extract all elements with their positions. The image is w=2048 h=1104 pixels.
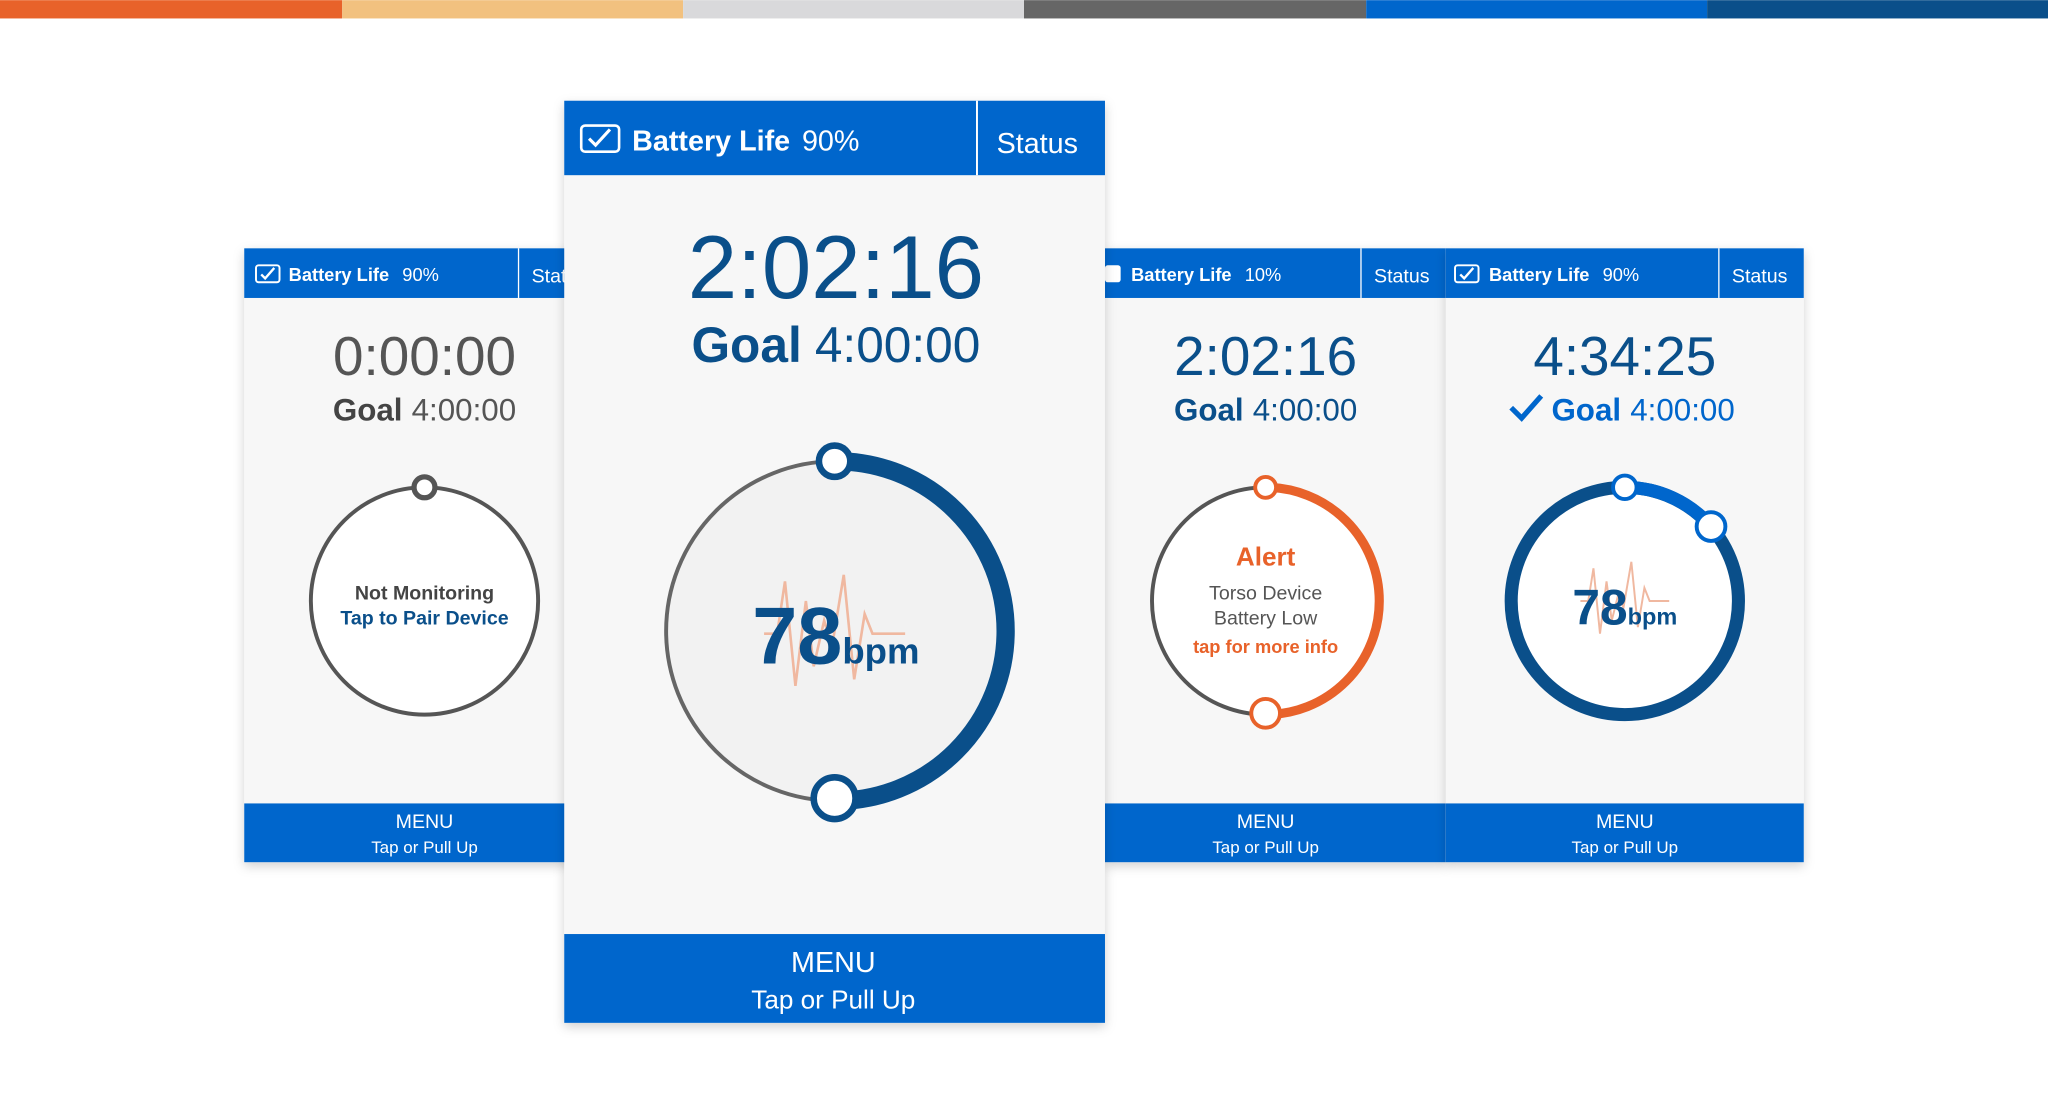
battery-value: 90% xyxy=(402,264,439,285)
goal-label: Goal xyxy=(691,317,801,373)
bpm-unit: bpm xyxy=(1628,603,1678,629)
waveform xyxy=(1580,561,1670,634)
goal-label: Goal xyxy=(1551,393,1621,428)
status-button[interactable]: Status xyxy=(1374,265,1430,287)
menu: MENU xyxy=(1596,811,1654,833)
menu-bar[interactable] xyxy=(244,803,584,863)
goal: Goal 4:00:00 xyxy=(333,393,516,428)
status-button[interactable]: Status xyxy=(997,128,1078,160)
alert: Alert xyxy=(1236,542,1296,572)
menu-bar[interactable] xyxy=(564,934,1105,1023)
time: 4:34:25 xyxy=(1533,325,1716,387)
menu: MENU xyxy=(396,811,454,833)
time: 0:00:00 xyxy=(333,325,516,387)
check-icon xyxy=(1509,394,1544,422)
alert-line: Battery Low xyxy=(1214,607,1318,629)
time: 2:02:16 xyxy=(1174,325,1357,387)
goal-time: 4:00:00 xyxy=(1630,393,1735,428)
info-link[interactable]: tap for more info xyxy=(1193,636,1338,657)
bpm-value: 78 xyxy=(752,592,842,682)
goal-label: Goal xyxy=(333,393,403,428)
goal-label: Goal xyxy=(1174,393,1244,428)
goal: Goal 4:00:00 xyxy=(1551,393,1734,428)
battery-label: Battery Life xyxy=(1489,264,1590,285)
goal-time: 4:00:00 xyxy=(815,317,981,373)
screen-3: Battery Life 10% Status 2:02:16 Goal 4:00… xyxy=(1104,248,1446,863)
screen-2: Battery Life 90% Status 2:02:16 Goal 4:00… xyxy=(564,100,1105,1023)
menu-hint: Tap or Pull Up xyxy=(371,838,478,857)
screen-4: Battery Life 90% Status 4:34:25 Goal 4:00… xyxy=(1445,248,1804,863)
bpm: 78bpm xyxy=(752,592,919,682)
menu-bar[interactable] xyxy=(1104,803,1446,863)
bpm-unit: bpm xyxy=(842,631,919,672)
waveform xyxy=(764,574,906,687)
battery-value: 90% xyxy=(1603,264,1640,285)
bpm: 78bpm xyxy=(1572,579,1677,635)
goal-time: 4:00:00 xyxy=(412,393,517,428)
time: 2:02:16 xyxy=(688,218,984,317)
battery-label: Battery Life xyxy=(632,125,790,157)
alert-line: Torso Device xyxy=(1209,583,1322,605)
screen-1: Battery Life 90% Status 0:00:00 Goal 4:00… xyxy=(244,248,587,863)
bpm-value: 78 xyxy=(1572,579,1627,635)
menu-hint: Tap or Pull Up xyxy=(1572,838,1679,857)
goal-time: 4:00:00 xyxy=(1253,393,1358,428)
battery-value: 90% xyxy=(802,125,859,157)
battery-label: Battery Life xyxy=(289,264,390,285)
battery-label: Battery Life xyxy=(1131,264,1232,285)
menu-bar[interactable] xyxy=(1445,803,1804,863)
pair-link[interactable]: Tap to Pair Device xyxy=(340,607,508,629)
menu-hint: Tap or Pull Up xyxy=(1212,838,1319,857)
goal: Goal 4:00:00 xyxy=(691,317,980,373)
top-stripe xyxy=(0,0,2048,19)
goal: Goal 4:00:00 xyxy=(1174,393,1357,428)
header xyxy=(244,248,584,298)
status-button[interactable]: Status xyxy=(1732,265,1788,287)
menu-hint: Tap or Pull Up xyxy=(751,984,915,1014)
status-text: Not Monitoring xyxy=(355,583,494,605)
battery-value: 10% xyxy=(1245,264,1282,285)
menu: MENU xyxy=(791,947,876,979)
menu: MENU xyxy=(1237,811,1295,833)
